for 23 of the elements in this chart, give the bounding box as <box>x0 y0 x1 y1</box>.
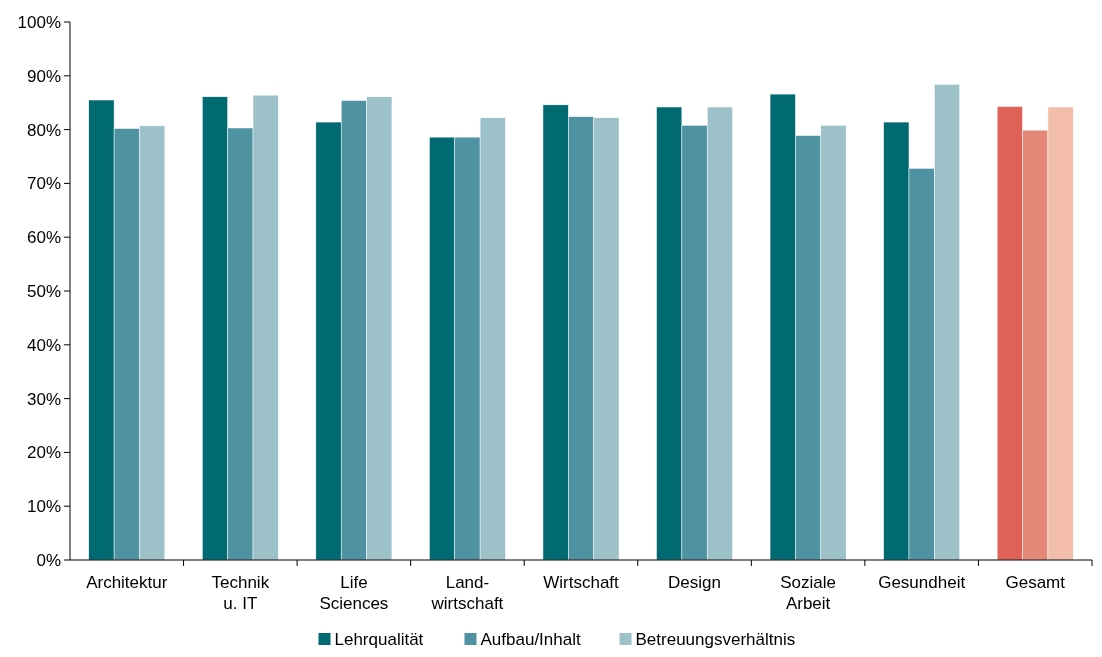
x-tick-label: Architektur <box>86 573 168 592</box>
x-tick-label: Design <box>668 573 722 592</box>
y-tick-label: 50% <box>26 281 61 301</box>
y-tick-label: 20% <box>26 443 61 463</box>
x-tick-label: Land- wirtschaft <box>430 573 504 613</box>
y-tick-label: 60% <box>26 228 61 248</box>
x-tick-label: Soziale Arbeit <box>780 573 836 613</box>
y-tick-label: 80% <box>26 120 61 140</box>
legend-label: Lehrqualität <box>334 630 424 649</box>
y-tick-label: 10% <box>26 497 61 517</box>
x-tick-label: Technik u. IT <box>211 573 270 613</box>
x-tick-label: Wirtschaft <box>543 573 620 592</box>
x-tick-label: Life Sciences <box>319 573 389 613</box>
x-tick-label: Gesamt <box>1005 573 1066 592</box>
x-tick-label: Gesundheit <box>878 573 966 592</box>
legend-label: Betreuungsverhältnis <box>635 630 796 649</box>
y-tick-label: 100% <box>17 12 61 32</box>
y-tick-label: 0% <box>36 550 61 570</box>
y-tick-label: 30% <box>26 389 61 409</box>
y-tick-label: 90% <box>26 66 61 86</box>
y-tick-label: 70% <box>26 174 61 194</box>
y-tick-label: 40% <box>26 335 61 355</box>
legend-label: Aufbau/Inhalt <box>480 630 581 649</box>
